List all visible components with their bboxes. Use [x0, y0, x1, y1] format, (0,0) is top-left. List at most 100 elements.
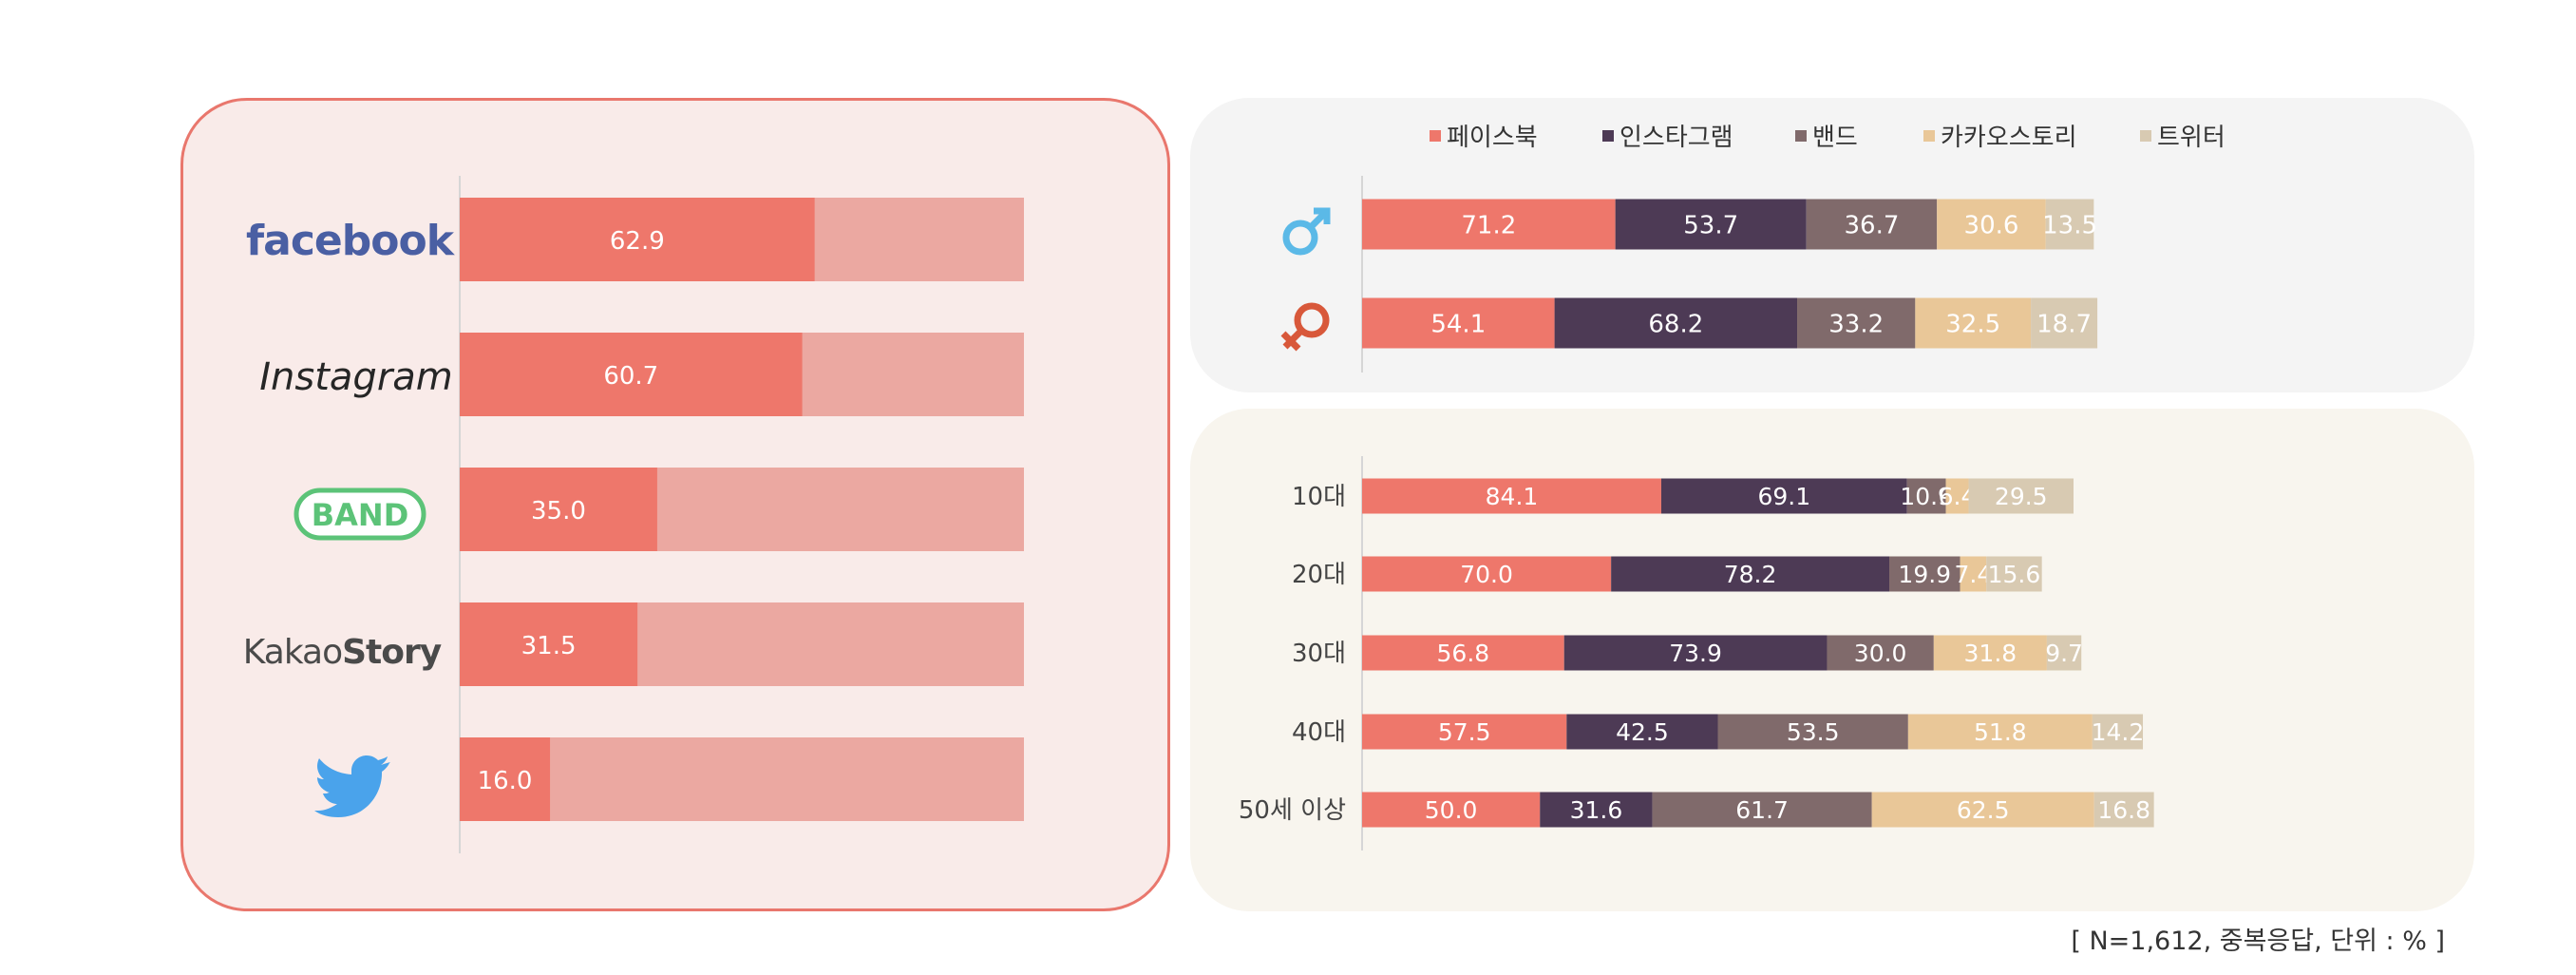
age-stacked-bars: 84.1 69.1 10.96.4 29.570.0 78.2 19.9 7.415.656… — [1239, 478, 2154, 828]
legend-swatch — [1795, 130, 1807, 142]
legend-swatch — [1602, 130, 1614, 142]
segment-value-label: 16.8 — [2097, 796, 2150, 824]
legend-swatch — [1430, 130, 1441, 142]
segment-value-label: 73.9 — [1669, 640, 1722, 667]
segment-value-label: 29.5 — [1995, 483, 2048, 510]
segment-value-label: 33.2 — [1828, 310, 1884, 338]
segment-value-label: 53.5 — [1787, 718, 1840, 746]
segment-value-label: 71.2 — [1461, 211, 1516, 239]
segment-value-label: 9.7 — [2045, 640, 2083, 667]
segment-value-label: 84.1 — [1486, 483, 1539, 510]
segment-value-label: 57.5 — [1438, 718, 1491, 746]
stacked-segment — [1362, 714, 1567, 750]
stacked-segment — [1986, 556, 2042, 592]
stacked-segment — [1540, 792, 1653, 828]
age-category-label: 30대 — [1292, 640, 1346, 668]
segment-value-label: 42.5 — [1616, 718, 1669, 746]
stacked-segment — [1611, 556, 1890, 592]
segment-value-label: 30.0 — [1854, 640, 1907, 667]
segment-value-label: 14.2 — [2092, 718, 2145, 746]
stacked-segment — [1915, 297, 2032, 349]
stacked-segment — [1717, 714, 1908, 750]
stacked-segment — [1960, 556, 1987, 592]
segment-value-label: 36.7 — [1845, 211, 1900, 239]
legend-label: 페이스북 — [1447, 124, 1538, 152]
segment-value-label: 19.9 — [1898, 561, 1951, 588]
bar-value-label: 16.0 — [478, 767, 533, 795]
segment-value-label: 31.8 — [1964, 640, 2017, 667]
band-logo-text: BAND — [312, 497, 409, 533]
segment-value-label: 7.4 — [1955, 561, 1993, 588]
value-bar — [460, 602, 638, 686]
age-category-label: 40대 — [1292, 718, 1346, 747]
legend-swatch — [1923, 130, 1935, 142]
instagram-logo: Instagram — [259, 355, 453, 399]
segment-value-label: 53.7 — [1683, 211, 1738, 239]
legend-label: 카카오스토리 — [1941, 124, 2077, 152]
stacked-segment — [1937, 199, 2046, 250]
legend-label: 트위터 — [2157, 124, 2226, 152]
stacked-segment — [2046, 635, 2082, 671]
segment-value-label: 51.8 — [1974, 718, 2027, 746]
segment-value-label: 13.5 — [2042, 211, 2097, 239]
segment-value-label: 68.2 — [1648, 310, 1703, 338]
stacked-segment — [1797, 297, 1916, 349]
value-bar — [460, 737, 551, 821]
twitter-bird-icon — [314, 755, 390, 817]
legend-swatch — [2140, 130, 2151, 142]
bar-value-label: 60.7 — [603, 362, 658, 391]
stacked-segment — [1362, 635, 1564, 671]
stacked-segment — [1652, 792, 1872, 828]
legend-label: 밴드 — [1812, 124, 1858, 152]
segment-value-label: 15.6 — [1988, 561, 2041, 588]
stacked-segment — [1615, 199, 1807, 250]
kakaostory-logo: KakaoStory — [243, 633, 442, 672]
value-bar — [460, 333, 803, 416]
stacked-segment — [1563, 635, 1828, 671]
female-symbol-icon — [1280, 302, 1330, 352]
platform-bars: 62.9 60.7 35.0 31.5 16.0 — [460, 198, 1024, 821]
age-category-label: 50세 이상 — [1239, 796, 1346, 825]
segment-value-label: 62.5 — [1957, 796, 2010, 824]
stacked-segment — [1945, 478, 1969, 514]
segment-value-label: 69.1 — [1758, 483, 1811, 510]
value-bar — [460, 468, 657, 551]
segment-value-label: 78.2 — [1724, 561, 1777, 588]
stacked-segment — [1827, 635, 1934, 671]
stacked-segment — [1362, 199, 1616, 250]
segment-value-label: 61.7 — [1735, 796, 1789, 824]
stacked-segment — [2093, 792, 2154, 828]
stacked-segment — [1871, 792, 2094, 828]
segment-value-label: 54.1 — [1430, 310, 1486, 338]
band-logo: BAND — [294, 488, 426, 541]
segment-value-label: 30.6 — [1964, 211, 2019, 239]
stacked-segment — [1660, 478, 1907, 514]
facebook-logo: facebook — [246, 217, 456, 265]
age-category-label: 20대 — [1292, 561, 1346, 589]
stacked-segment — [1362, 297, 1555, 349]
stacked-segment — [1566, 714, 1718, 750]
stacked-segment — [1554, 297, 1798, 349]
segment-value-label: 56.8 — [1437, 640, 1490, 667]
segment-value-label: 10.9 — [1900, 483, 1953, 510]
legend: 페이스북 인스타그램 밴드 카카오스토리 트위터 — [1430, 124, 2226, 152]
footnote: [ N=1,612, 중복응답, 단위 : % ] — [2071, 927, 2445, 956]
legend-label: 인스타그램 — [1619, 124, 1733, 152]
segment-value-label: 31.6 — [1570, 796, 1623, 824]
value-bar — [460, 198, 815, 281]
stacked-segment — [1906, 478, 1946, 514]
segment-value-label: 50.0 — [1425, 796, 1478, 824]
stacked-segment — [1806, 199, 1938, 250]
bar-value-label: 62.9 — [610, 227, 665, 256]
stacked-segment — [1362, 478, 1661, 514]
male-symbol-icon — [1282, 207, 1331, 256]
stacked-segment — [1362, 556, 1612, 592]
segment-value-label: 32.5 — [1945, 310, 2000, 338]
gender-stacked-bars: 71.2 53.7 36.7 30.6 13.5 54.1 68.2 33.2 32.5 18.7 — [1362, 199, 2098, 349]
stacked-segment — [1968, 478, 2074, 514]
segment-value-label: 70.0 — [1460, 561, 1513, 588]
bar-value-label: 31.5 — [521, 632, 577, 660]
stacked-segment — [2045, 199, 2094, 250]
